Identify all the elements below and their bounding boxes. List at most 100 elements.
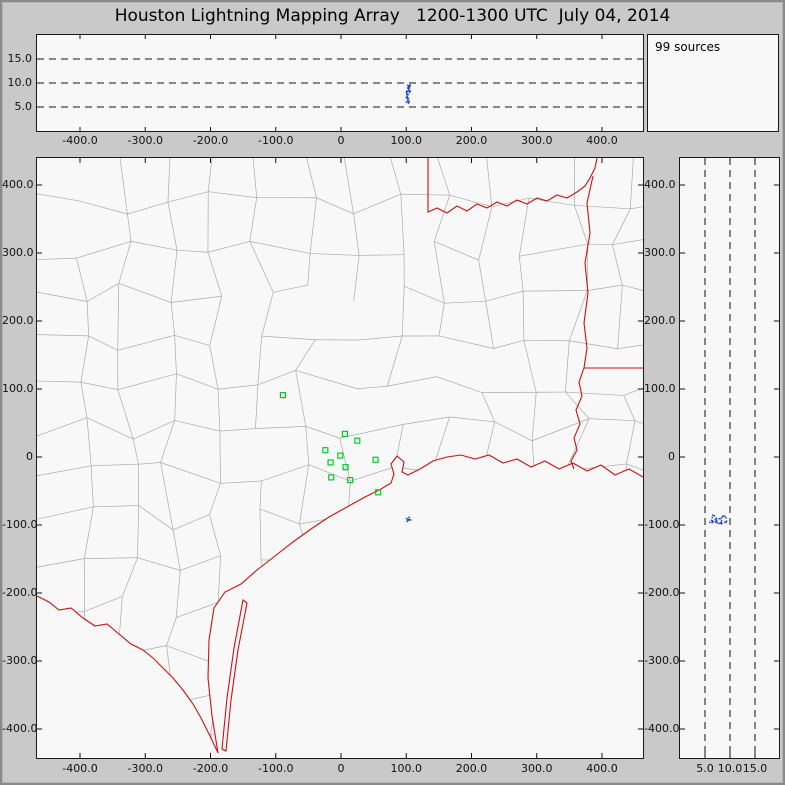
ns-axis-tick-label: -200.0 [644,586,680,599]
ew-axis-tick-label: -300.0 [127,134,163,147]
ns-axis-tick-label: -100.0 [644,518,680,531]
ew-altitude-plot[interactable] [37,35,643,131]
map-x-axis-tick-label: -100.0 [258,762,294,775]
ew-axis-tick-label: 400.0 [586,134,618,147]
ew-axis-tick-label: 100.0 [390,134,423,147]
coast [207,454,643,754]
map-y-axis-tick-label: 300.0 [2,246,34,259]
map-x-axis-tick-label: -200.0 [192,762,229,775]
ew-axis-tick-label: 200.0 [455,134,488,147]
map-x-axis-tick-label: 0 [337,762,345,775]
lightning-source-point [408,100,411,103]
lightning-source-point [710,519,713,522]
lma-station-marker [354,437,361,444]
lightning-source-point [407,518,410,521]
altitude-axis-tick-label: 10.0 [7,76,33,89]
ew-axis-tick-label: 300.0 [521,134,553,147]
map-x-axis-tick-label: 400.0 [586,762,618,775]
plan-view-map-panel[interactable] [36,157,644,759]
ok-border [427,158,598,214]
lightning-source-point [407,101,409,104]
ew-altitude-panel[interactable] [36,34,644,132]
lightning-source-point [405,517,408,520]
ns-axis-tick-label: -300.0 [644,654,680,667]
lightning-source-point [718,517,720,520]
lightning-source-point [712,520,714,523]
lightning-source-point [409,90,411,93]
lightning-source-point [713,514,716,517]
altitude-axis-tick-label: 15.0 [742,762,768,775]
lightning-source-point [711,516,714,519]
lightning-source-point [715,517,718,520]
ns-axis-tick-label: -400.0 [644,722,680,735]
ew-axis-tick-label: -200.0 [192,134,229,147]
lma-station-marker [337,452,344,459]
lma-station-marker [327,459,334,466]
lightning-source-point [708,521,711,524]
map-y-axis-tick-label: -300.0 [2,654,38,667]
lightning-source-point [725,520,728,523]
map-tick-marks [37,158,643,758]
ns-altitude-panel[interactable] [679,157,780,759]
lightning-sources [708,514,728,525]
map-x-axis-tick-label: 200.0 [455,762,488,775]
sources-count-panel: 99 sources [647,34,779,132]
lightning-source-point [406,520,409,523]
altitude-axis-tick-label: 10.0 [717,762,743,775]
altitude-axis-tick-label: 5.0 [696,762,714,775]
map-y-axis-tick-label: 100.0 [2,382,34,395]
lma-station-marker [342,464,349,471]
lightning-source-point [724,515,726,518]
ns-axis-tick-label: 0 [668,450,675,463]
ns-axis-tick-label: 300.0 [644,246,676,259]
map-x-axis-tick-label: 300.0 [521,762,553,775]
map-y-axis-tick-label: 0 [26,450,33,463]
lightning-source-point [721,522,723,525]
lightning-source-point [406,95,408,98]
map-y-axis-tick-label: -200.0 [2,586,38,599]
lightning-source-point [718,522,721,525]
lma-station-marker [328,474,335,481]
padre-island [221,599,248,752]
plan-view-map[interactable] [37,158,643,758]
lma-station-marker [375,489,382,496]
lightning-source-point [724,521,726,524]
lightning-source-point [405,101,408,103]
lightning-source-point [407,93,410,96]
lightning-source-point [406,90,409,93]
lightning-source-point [721,516,724,518]
map-y-axis-tick-label: -100.0 [2,518,38,531]
page-title: Houston Lightning Mapping Array 1200-130… [114,6,671,26]
lma-station-marker [347,477,354,484]
lightning-source-point [715,520,718,523]
ns-axis-tick-label: 400.0 [644,178,676,191]
map-y-axis-tick-label: -400.0 [2,722,38,735]
altitude-axis-tick-label: 5.0 [14,100,33,113]
ns-axis-tick-label: 200.0 [644,314,676,327]
lightning-source-point [407,97,410,100]
tx-ar-border [583,175,594,369]
lma-station-marker [279,392,287,399]
state-boundaries [37,158,643,754]
lightning-source-point [408,516,411,519]
lightning-sources [405,516,412,523]
lightning-source-point [406,84,409,87]
lightning-source-point [720,520,723,522]
lightning-source-point [714,518,717,521]
ew-axis-tick-label: -100.0 [258,134,294,147]
lightning-source-point [407,99,409,102]
lightning-source-point [719,517,722,520]
ns-axis-tick-label: 100.0 [644,382,676,395]
lightning-source-point [408,86,411,88]
gulf-of-mexico [37,455,643,758]
lightning-source-point [408,84,411,87]
sources-count-label: 99 sources [655,40,721,54]
map-x-axis-tick-label: -400.0 [62,762,98,775]
map-x-axis-tick-label: -300.0 [127,762,163,775]
map-x-axis-tick-label: 100.0 [390,762,423,775]
ew-axis-tick-label: 0 [337,134,345,147]
lma-station-marker [322,447,329,454]
ns-altitude-plot[interactable] [680,158,779,758]
map-y-axis-tick-label: 400.0 [2,178,34,191]
